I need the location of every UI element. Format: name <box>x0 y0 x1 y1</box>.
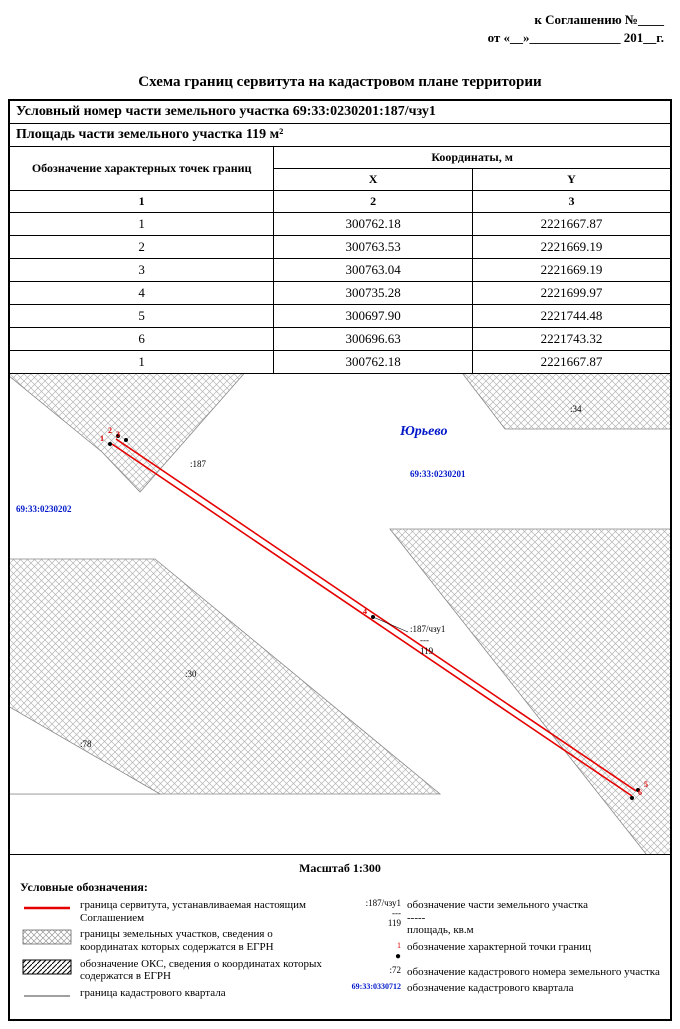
col-y-header: Y <box>472 169 671 191</box>
legend-item: обозначение ОКС, сведения о координатах … <box>20 958 333 983</box>
legend-symbol-text: 1● <box>347 941 401 962</box>
cell-n: 4 <box>9 282 274 305</box>
cell-x: 300762.18 <box>274 351 473 374</box>
map-label: 119 <box>420 646 433 656</box>
map-label: 69:33:0230202 <box>16 504 72 514</box>
cell-n: 3 <box>9 259 274 282</box>
cell-n: 2 <box>9 236 274 259</box>
legend-symbol-text: 69:33:0330712 <box>347 982 401 992</box>
cell-x: 300735.28 <box>274 282 473 305</box>
table-row: 3300763.042221669.19 <box>9 259 671 282</box>
legend-cell: Масштаб 1:300 Условные обозначения: гран… <box>9 855 671 1020</box>
cell-y: 2221743.32 <box>472 328 671 351</box>
legend-symbol-text: :72 <box>347 966 401 976</box>
area-row: Площадь части земельного участка 119 м² <box>9 124 671 147</box>
table-row: 6300696.632221743.32 <box>9 328 671 351</box>
subhead-3: 3 <box>472 191 671 213</box>
col-coords-header: Координаты, м <box>274 147 671 169</box>
point-label: 3 <box>116 430 120 439</box>
legend-item: граница кадастрового квартала <box>20 987 333 1005</box>
table-row: 1300762.182221667.87 <box>9 351 671 374</box>
agreement-header: к Соглашению №____ от «__»______________… <box>8 8 672 56</box>
map-label: 69:33:0230201 <box>410 469 466 479</box>
legend-text: обозначение характерной точки границ <box>407 941 660 954</box>
cell-y: 2221667.87 <box>472 351 671 374</box>
legend-item: :72 обозначение кадастрового номера земел… <box>347 966 660 979</box>
table-row: 4300735.282221699.97 <box>9 282 671 305</box>
parcel-number-row: Условный номер части земельного участка … <box>9 100 671 124</box>
legend-left-col: граница сервитута, устанавливаемая насто… <box>20 899 333 1009</box>
subhead-1: 1 <box>9 191 274 213</box>
parcel-label: :78 <box>80 739 92 749</box>
legend-item: 1● обозначение характерной точки границ <box>347 941 660 962</box>
point-label: 2 <box>108 426 112 435</box>
cell-x: 300763.53 <box>274 236 473 259</box>
cell-x: 300763.04 <box>274 259 473 282</box>
agreement-number: к Соглашению №____ <box>8 12 664 28</box>
legend-symbol <box>20 928 74 946</box>
legend-text: обозначение кадастрового квартала <box>407 982 660 995</box>
cell-n: 1 <box>9 351 274 374</box>
col-x-header: X <box>274 169 473 191</box>
legend-item: :187/чзу1 --- 119обозначение части земел… <box>347 899 660 937</box>
legend-title: Условные обозначения: <box>20 880 660 895</box>
legend-text: граница кадастрового квартала <box>80 987 333 1000</box>
point-label: 6 <box>638 788 642 797</box>
parcel-label: :187 <box>190 459 206 469</box>
cell-y: 2221744.48 <box>472 305 671 328</box>
parcel-label: :30 <box>185 669 197 679</box>
legend-text: обозначение ОКС, сведения о координатах … <box>80 958 333 983</box>
main-table: Условный номер части земельного участка … <box>8 99 672 1021</box>
legend-text: границы земельных участков, сведения о к… <box>80 928 333 953</box>
scale-label: Масштаб 1:300 <box>20 861 660 876</box>
legend-text: граница сервитута, устанавливаемая насто… <box>80 899 333 924</box>
cell-y: 2221669.19 <box>472 236 671 259</box>
cell-y: 2221699.97 <box>472 282 671 305</box>
cell-x: 300696.63 <box>274 328 473 351</box>
legend-item: 69:33:0330712 обозначение кадастрового кв… <box>347 982 660 995</box>
cadastral-diagram: :187 :34 :30 :78 123 4 56 Юрьево 69:33:0230201 69… <box>10 374 670 854</box>
diagram-cell: :187 :34 :30 :78 123 4 56 Юрьево 69:33:0230201 69… <box>9 374 671 855</box>
legend-text: обозначение части земельного участка ---… <box>407 899 660 937</box>
agreement-date: от «__»______________ 201__г. <box>8 30 664 46</box>
cell-n: 1 <box>9 213 274 236</box>
col-points-header: Обозначение характерных точек границ <box>9 147 274 191</box>
cell-n: 6 <box>9 328 274 351</box>
legend-item: граница сервитута, устанавливаемая насто… <box>20 899 333 924</box>
map-label: Юрьево <box>400 424 447 440</box>
map-label: --- <box>420 635 429 645</box>
cell-x: 300697.90 <box>274 305 473 328</box>
legend-symbol <box>20 987 74 1005</box>
point-label: 4 <box>363 607 367 616</box>
legend-right-col: :187/чзу1 --- 119обозначение части земел… <box>347 899 660 1009</box>
legend-item: границы земельных участков, сведения о к… <box>20 928 333 953</box>
legend-text: обозначение кадастрового номера земельно… <box>407 966 660 979</box>
page-title: Схема границ сервитута на кадастровом пл… <box>8 74 672 91</box>
subhead-2: 2 <box>274 191 473 213</box>
table-row: 1300762.182221667.87 <box>9 213 671 236</box>
point-label: 5 <box>644 780 648 789</box>
table-row: 2300763.532221669.19 <box>9 236 671 259</box>
table-row: 5300697.902221744.48 <box>9 305 671 328</box>
map-label: :187/чзу1 <box>410 624 445 634</box>
cell-y: 2221669.19 <box>472 259 671 282</box>
legend-symbol-text: :187/чзу1 --- 119 <box>347 899 401 929</box>
cell-y: 2221667.87 <box>472 213 671 236</box>
cell-x: 300762.18 <box>274 213 473 236</box>
parcel-label: :34 <box>570 404 582 414</box>
cell-n: 5 <box>9 305 274 328</box>
legend-symbol <box>20 958 74 976</box>
point-label: 1 <box>100 434 104 443</box>
legend-symbol <box>20 899 74 917</box>
